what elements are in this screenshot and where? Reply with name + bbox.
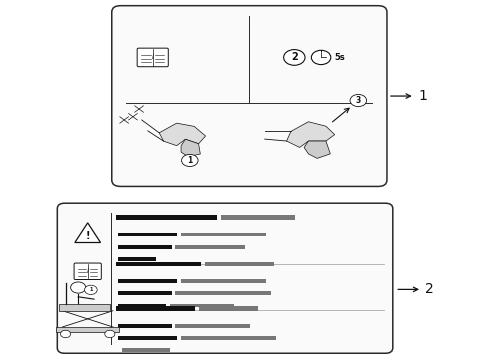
Bar bbox=[118, 336, 177, 340]
FancyBboxPatch shape bbox=[137, 48, 168, 67]
Bar bbox=[181, 336, 276, 340]
Circle shape bbox=[70, 282, 85, 293]
Bar bbox=[204, 262, 273, 266]
Polygon shape bbox=[75, 223, 101, 243]
Bar bbox=[122, 348, 170, 352]
Circle shape bbox=[283, 50, 305, 65]
FancyBboxPatch shape bbox=[112, 6, 386, 186]
Text: 3: 3 bbox=[355, 96, 360, 105]
Text: 1: 1 bbox=[187, 156, 192, 165]
FancyBboxPatch shape bbox=[57, 203, 392, 353]
Bar bbox=[56, 327, 119, 332]
Circle shape bbox=[349, 94, 366, 107]
Circle shape bbox=[311, 50, 330, 64]
Bar bbox=[116, 306, 195, 311]
Bar bbox=[118, 324, 171, 328]
Bar bbox=[116, 262, 201, 266]
Text: i: i bbox=[86, 267, 88, 274]
Bar bbox=[118, 245, 171, 249]
Bar bbox=[181, 279, 265, 283]
Text: !: ! bbox=[85, 231, 90, 240]
Circle shape bbox=[61, 330, 70, 338]
Bar bbox=[118, 303, 166, 307]
Bar bbox=[175, 292, 270, 295]
Bar bbox=[118, 257, 155, 261]
Bar bbox=[118, 279, 177, 283]
Bar bbox=[220, 215, 294, 220]
Polygon shape bbox=[304, 141, 329, 158]
Polygon shape bbox=[286, 122, 334, 148]
Circle shape bbox=[84, 285, 97, 294]
Bar bbox=[175, 324, 249, 328]
Bar bbox=[116, 215, 216, 220]
Bar bbox=[199, 306, 257, 311]
Text: 2: 2 bbox=[425, 282, 433, 296]
Bar bbox=[175, 245, 244, 249]
Bar bbox=[170, 303, 233, 307]
Circle shape bbox=[181, 154, 198, 167]
Text: i: i bbox=[151, 54, 153, 60]
Polygon shape bbox=[181, 139, 200, 157]
Bar bbox=[59, 304, 110, 311]
Bar bbox=[181, 233, 265, 237]
Text: 1: 1 bbox=[417, 89, 426, 103]
FancyBboxPatch shape bbox=[74, 263, 101, 279]
Polygon shape bbox=[159, 123, 205, 146]
Text: 1: 1 bbox=[89, 287, 92, 292]
Text: 2: 2 bbox=[290, 53, 297, 62]
Text: 5s: 5s bbox=[333, 53, 344, 62]
Bar bbox=[118, 233, 177, 237]
Bar bbox=[118, 292, 171, 295]
Circle shape bbox=[104, 330, 115, 338]
